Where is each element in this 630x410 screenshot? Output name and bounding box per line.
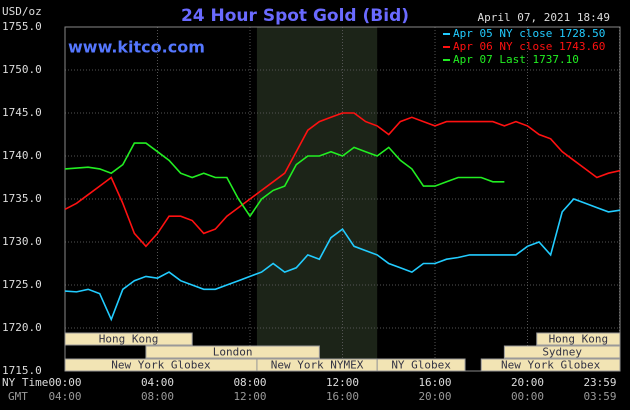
x-axis-label: NY Time — [2, 376, 48, 389]
x-tick-label-gmt: 04:00 — [48, 390, 81, 403]
x-tick-label-gmt: 20:00 — [418, 390, 451, 403]
x-tick-label-gmt: 00:00 — [511, 390, 544, 403]
series-line — [64, 142, 505, 218]
source: www.kitco.com — [68, 38, 205, 57]
x-tick-label-gmt: 12:00 — [233, 390, 266, 403]
session-box — [503, 345, 621, 359]
x-tick-label: 16:00 — [418, 376, 451, 389]
session-label: Hong Kong — [549, 333, 609, 346]
x-tick-label: 23:59 — [583, 376, 616, 389]
x-axis-label-gmt: GMT — [8, 390, 28, 403]
session-box — [376, 358, 466, 372]
timestamp: April 07, 2021 18:49 — [478, 11, 610, 24]
session-box — [64, 332, 193, 346]
session-box — [536, 332, 621, 346]
x-tick-label: 20:00 — [511, 376, 544, 389]
session-label: Sydney — [542, 346, 582, 359]
session-label: London — [213, 346, 253, 359]
session-label: New York NYMEX — [271, 359, 364, 372]
y-tick-label: 1750.0 — [2, 63, 42, 76]
y-tick-label: 1715.0 — [2, 364, 42, 377]
x-tick-label-gmt: 16:00 — [326, 390, 359, 403]
x-tick-label: 04:00 — [141, 376, 174, 389]
series-line — [64, 198, 621, 322]
x-tick-label-gmt: 03:59 — [583, 390, 616, 403]
y-tick-label: 1740.0 — [2, 149, 42, 162]
y-tick-label: 1720.0 — [2, 321, 42, 334]
legend-label: Apr 05 NY close 1728.50 — [453, 27, 605, 40]
y-tick-label: 1730.0 — [2, 235, 42, 248]
y-tick-label: 1745.0 — [2, 106, 42, 119]
legend-label: Apr 07 Last 1737.10 — [453, 53, 579, 66]
session-label: New York Globex — [111, 359, 211, 372]
x-tick-label-gmt: 08:00 — [141, 390, 174, 403]
x-tick-label: 00:00 — [48, 376, 81, 389]
x-tick-label: 12:00 — [326, 376, 359, 389]
series-line — [64, 112, 621, 248]
x-tick-label: 08:00 — [233, 376, 266, 389]
y-tick-label: 1735.0 — [2, 192, 42, 205]
units: USD/oz — [2, 5, 42, 18]
y-tick-label: 1755.0 — [2, 20, 42, 33]
chart-title: 24 Hour Spot Gold (Bid) — [181, 6, 409, 26]
y-tick-label: 1725.0 — [2, 278, 42, 291]
session-box — [480, 358, 621, 372]
session-label: NY Globex — [391, 359, 451, 372]
session-label: Hong Kong — [99, 333, 159, 346]
legend-label: Apr 06 NY close 1743.60 — [453, 40, 605, 53]
session-label: New York Globex — [501, 359, 601, 372]
session-box — [145, 345, 320, 359]
